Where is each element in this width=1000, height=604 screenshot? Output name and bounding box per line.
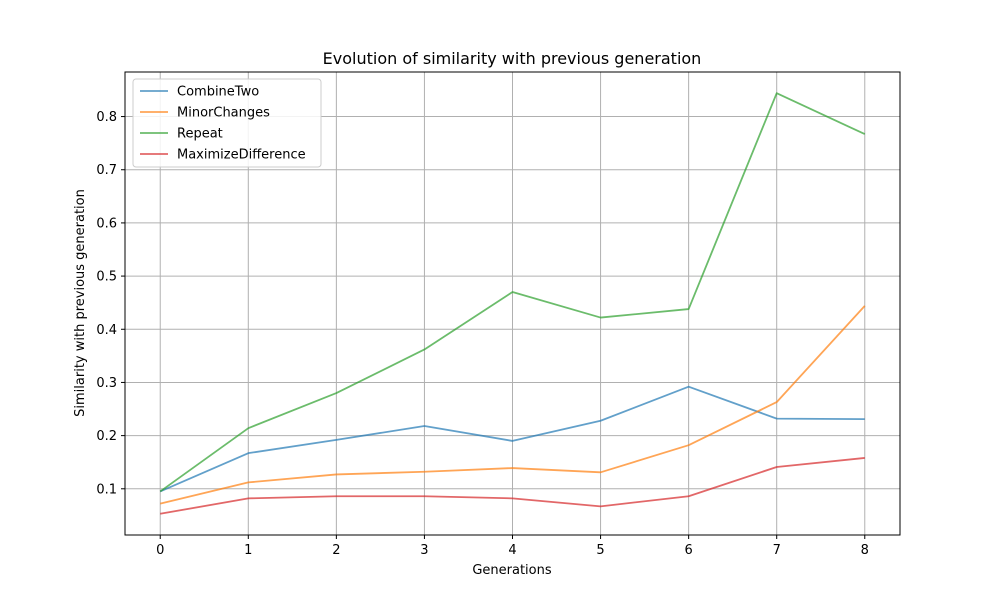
y-axis-ticks: 0.1 0.2 0.3 0.4 0.5 0.6 0.7 0.8 xyxy=(96,110,125,497)
legend-label: MaximizeDifference xyxy=(177,148,306,163)
x-tick-label: 6 xyxy=(684,543,692,558)
series-line-combine-two xyxy=(159,385,865,493)
x-tick-label: 5 xyxy=(596,543,604,558)
series-line-minor-changes xyxy=(160,305,866,505)
x-tick-label: 8 xyxy=(861,543,869,558)
y-tick-label: 0.5 xyxy=(96,270,117,285)
x-tick-label: 7 xyxy=(773,543,781,558)
series-line-maximize-difference xyxy=(160,457,865,515)
y-axis-label: Similarity with previous generation xyxy=(73,189,88,417)
y-tick-label: 0.4 xyxy=(96,323,117,338)
x-tick-label: 4 xyxy=(508,543,516,558)
legend-label: MinorChanges xyxy=(177,106,270,121)
legend-label: Repeat xyxy=(177,127,223,142)
x-tick-label: 3 xyxy=(420,543,428,558)
legend-box xyxy=(132,78,322,168)
legend: CombineTwo MinorChanges Repeat MaximizeDiff… xyxy=(132,78,322,168)
y-tick-label: 0.7 xyxy=(96,163,117,178)
y-tick-label: 0.1 xyxy=(96,482,117,497)
x-tick-label: 2 xyxy=(332,543,340,558)
x-axis-ticks: 0 1 2 3 4 5 6 7 8 xyxy=(156,535,869,558)
series-lines xyxy=(159,92,866,515)
y-tick-label: 0.8 xyxy=(96,110,117,125)
x-tick-label: 1 xyxy=(244,543,252,558)
chart-title: Evolution of similarity with previous ge… xyxy=(323,49,702,68)
x-axis-label: Generations xyxy=(472,563,552,578)
grid xyxy=(125,72,900,535)
legend-label: CombineTwo xyxy=(177,85,259,100)
y-tick-label: 0.3 xyxy=(96,376,117,391)
y-tick-label: 0.6 xyxy=(96,216,117,231)
y-tick-label: 0.2 xyxy=(96,429,117,444)
series-line-repeat xyxy=(159,92,866,493)
x-tick-label: 0 xyxy=(156,543,164,558)
